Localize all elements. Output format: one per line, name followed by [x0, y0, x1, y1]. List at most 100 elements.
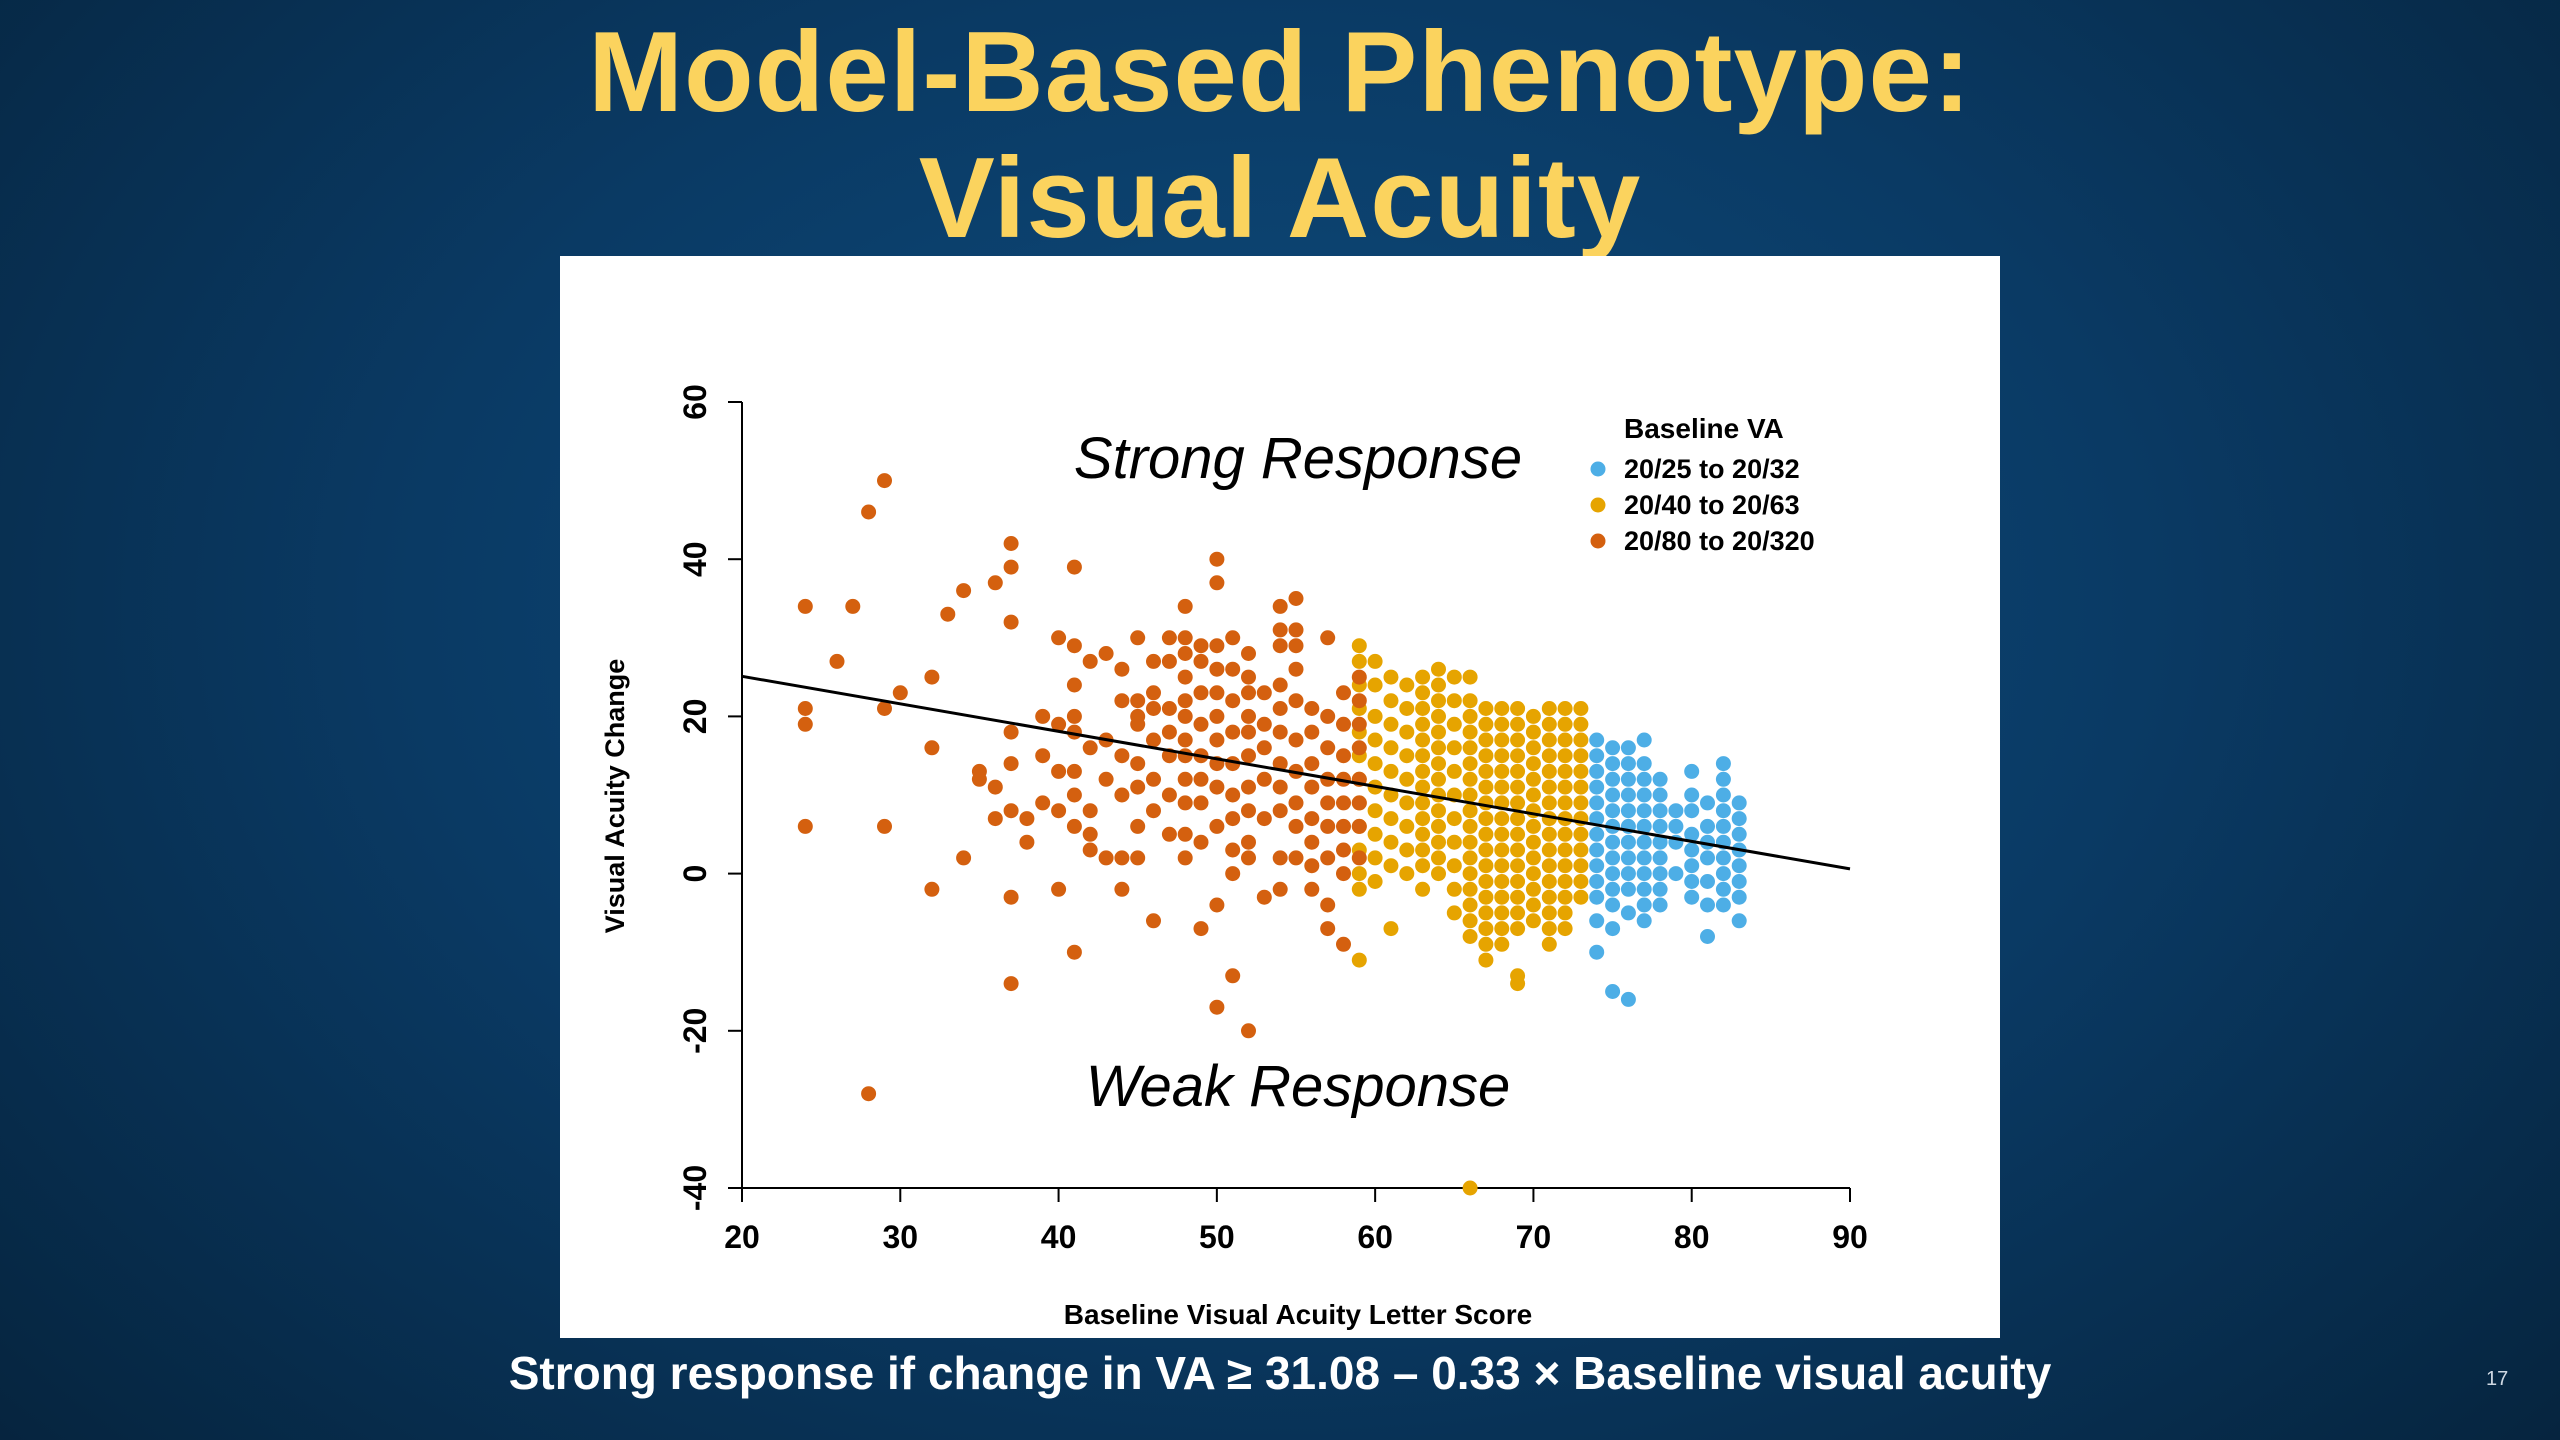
- data-point-series-1: [1399, 866, 1415, 882]
- scatter-chart: 20 30 40 50 60 70 80 90 -40 -20 0 20 40 60 Strong Res…: [600, 384, 1868, 1330]
- data-point-series-1: [1573, 763, 1589, 779]
- data-point-series-1: [1557, 826, 1573, 842]
- data-point-series-1: [1478, 763, 1494, 779]
- data-point-series-2: [797, 818, 813, 834]
- data-point-series-1: [1541, 763, 1557, 779]
- data-point-series-1: [1462, 913, 1478, 929]
- data-point-series-2: [1161, 724, 1177, 740]
- data-point-series-1: [1446, 811, 1462, 827]
- data-point-series-2: [1256, 716, 1272, 732]
- data-point-series-2: [1209, 661, 1225, 677]
- data-point-series-1: [1510, 905, 1526, 921]
- data-point-series-1: [1462, 881, 1478, 897]
- data-point-series-1: [1494, 889, 1510, 905]
- formula-caption: Strong response if change in VA ≥ 31.08 …: [508, 1347, 2052, 1399]
- data-point-series-0: [1589, 763, 1605, 779]
- data-point-series-2: [987, 779, 1003, 795]
- regression-line-group: [741, 674, 1851, 871]
- data-point-series-2: [1241, 748, 1256, 764]
- data-point-series-0: [1684, 842, 1700, 858]
- data-point-series-1: [1462, 834, 1478, 850]
- data-point-series-0: [1715, 787, 1731, 803]
- data-point-series-2: [1241, 834, 1256, 850]
- data-point-series-2: [1351, 740, 1367, 756]
- data-point-series-0: [1715, 881, 1731, 897]
- data-point-series-1: [1462, 756, 1478, 772]
- data-point-series-1: [1573, 748, 1589, 764]
- data-point-series-0: [1731, 913, 1747, 929]
- data-point-series-0: [1620, 756, 1636, 772]
- data-point-series-2: [1272, 724, 1288, 740]
- data-point-series-0: [1605, 771, 1621, 787]
- data-point-series-2: [1035, 708, 1051, 724]
- data-point-series-1: [1351, 653, 1367, 669]
- data-point-series-1: [1415, 701, 1431, 716]
- data-point-series-2: [1003, 803, 1019, 819]
- data-point-series-2: [1130, 850, 1146, 866]
- data-point-series-2: [1209, 708, 1225, 724]
- data-point-series-0: [1700, 929, 1715, 944]
- data-point-series-2: [1351, 850, 1367, 866]
- data-point-series-0: [1652, 834, 1668, 850]
- data-point-series-0: [1652, 803, 1668, 819]
- data-point-series-1: [1510, 921, 1526, 937]
- chart-panel: 20 30 40 50 60 70 80 90 -40 -20 0 20 40 60 Strong Res…: [560, 256, 2000, 1338]
- data-point-series-1: [1367, 653, 1383, 669]
- data-point-series-1: [1494, 716, 1510, 732]
- data-point-series-1: [1462, 669, 1478, 685]
- data-point-series-0: [1589, 858, 1605, 874]
- data-point-series-2: [1256, 811, 1272, 827]
- y-tick-label: 40: [677, 541, 713, 577]
- data-point-series-2: [1019, 811, 1035, 827]
- data-point-series-1: [1446, 834, 1462, 850]
- data-point-series-1: [1446, 905, 1462, 921]
- data-point-series-1: [1525, 787, 1541, 803]
- data-point-series-1: [1557, 748, 1573, 764]
- x-tick-label: 50: [1199, 1219, 1235, 1255]
- data-point-series-2: [829, 653, 845, 669]
- data-point-series-1: [1573, 716, 1589, 732]
- data-point-series-1: [1525, 740, 1541, 756]
- data-point-series-1: [1557, 732, 1573, 748]
- data-point-series-1: [1478, 716, 1494, 732]
- data-point-series-2: [1272, 881, 1288, 897]
- data-point-series-1: [1573, 701, 1589, 716]
- data-point-series-0: [1589, 795, 1605, 811]
- data-point-series-2: [1256, 889, 1272, 905]
- data-point-series-2: [1146, 653, 1161, 669]
- data-point-series-2: [1225, 811, 1241, 827]
- data-point-series-1: [1415, 716, 1431, 732]
- data-point-series-0: [1636, 756, 1652, 772]
- data-point-series-2: [1130, 756, 1146, 772]
- data-point-series-2: [1177, 598, 1193, 614]
- x-tick-label: 90: [1832, 1219, 1868, 1255]
- data-point-series-2: [877, 473, 892, 489]
- data-point-series-2: [1209, 575, 1225, 591]
- data-point-series-0: [1715, 866, 1731, 882]
- data-point-series-1: [1541, 826, 1557, 842]
- legend-marker: [1590, 461, 1606, 477]
- data-point-series-0: [1652, 897, 1668, 913]
- data-point-series-0: [1620, 881, 1636, 897]
- data-point-series-1: [1541, 842, 1557, 858]
- regression-line: [741, 674, 1851, 871]
- data-point-series-0: [1684, 826, 1700, 842]
- data-point-series-2: [1209, 732, 1225, 748]
- data-point-series-2: [1177, 669, 1193, 685]
- data-point-series-2: [1336, 866, 1351, 882]
- data-point-series-2: [1082, 826, 1098, 842]
- data-point-series-2: [987, 575, 1003, 591]
- data-point-series-1: [1415, 811, 1431, 827]
- data-point-series-1: [1510, 976, 1526, 992]
- data-point-series-2: [1272, 677, 1288, 693]
- data-point-series-1: [1351, 866, 1367, 882]
- data-point-series-2: [924, 881, 940, 897]
- data-point-series-2: [1146, 701, 1161, 716]
- data-point-series-1: [1415, 669, 1431, 685]
- data-point-series-2: [1304, 858, 1320, 874]
- data-point-series-1: [1494, 748, 1510, 764]
- data-point-series-1: [1494, 921, 1510, 937]
- data-point-series-0: [1620, 866, 1636, 882]
- data-point-series-2: [1288, 638, 1304, 654]
- data-point-series-0: [1700, 818, 1715, 834]
